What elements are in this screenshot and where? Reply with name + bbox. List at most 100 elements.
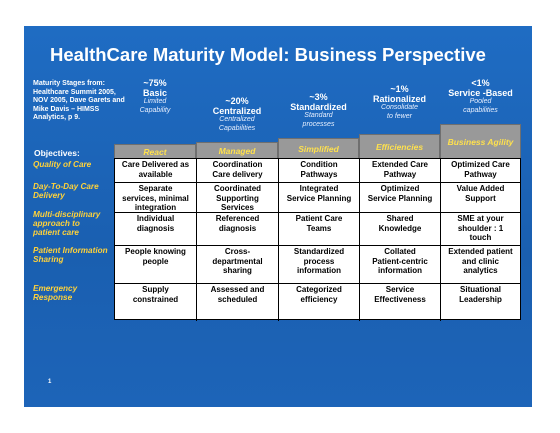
grid-cell-line: Referenced: [215, 214, 260, 223]
grid-cell-line: Individual: [136, 214, 175, 223]
grid-cell-line: Separate: [138, 184, 173, 193]
grid-cell-line: Optimized Care: [451, 160, 510, 169]
grid-cell-line: available: [138, 169, 173, 179]
grid-cell: Optimized Care Pathway: [441, 159, 520, 183]
grid-cell: Integrated Service Planning: [279, 183, 360, 213]
row-label-line: Day-To-Day Care: [33, 182, 99, 191]
grid-cell-line: Care Delivered as: [121, 160, 190, 169]
grid-cell: Condition Pathways: [279, 159, 360, 183]
stage-header: ~75% Basic Limited Capability: [114, 78, 196, 115]
grid-cell-line: Extended patient: [448, 247, 513, 256]
source-line: Maturity Stages from:: [33, 80, 105, 87]
row-label-line: Multi-disciplinary: [33, 210, 101, 219]
row-label: Emergency Response: [33, 284, 117, 302]
stage-step: Simplified: [278, 138, 359, 159]
stage-name: Centralized: [212, 106, 262, 116]
stage-percent: ~3%: [309, 92, 328, 102]
grid-cell-line: Optimized: [380, 184, 420, 193]
grid-cell-line: Knowledge: [378, 223, 422, 233]
grid-cell-line: constrained: [132, 294, 179, 304]
grid-cell-line: Condition: [300, 160, 338, 169]
row-label: Day-To-Day Care Delivery: [33, 182, 117, 200]
grid-cell-line: people: [142, 256, 169, 266]
grid-cell: Value Added Support: [441, 183, 520, 213]
row-label-line: Emergency: [33, 284, 78, 293]
row-label-line: Delivery: [33, 191, 65, 201]
grid-cell-line: People knowing: [125, 247, 186, 256]
grid-cell-line: Collated: [384, 247, 416, 256]
grid-cell-line: Service: [385, 285, 415, 294]
objectives-label: Objectives:: [34, 148, 80, 158]
grid-cell: Standardized process information: [279, 246, 360, 284]
grid-cell-line: scheduled: [217, 294, 258, 304]
stage-step-label: Efficiencies: [375, 142, 424, 152]
grid-cell-line: Patient-centric: [372, 256, 428, 266]
grid-cell: People knowing people: [115, 246, 197, 284]
grid-cell-line: Standardized: [293, 247, 345, 256]
page-number: 1: [48, 379, 52, 385]
grid-cell-line: Support: [465, 193, 496, 203]
grid-cell: Referenced diagnosis: [197, 213, 279, 246]
grid-cell-line: diagnosis: [218, 223, 257, 233]
source-line: Mike Davis – HIMSS: [33, 105, 100, 113]
grid-cell: Extended Care Pathway: [360, 159, 441, 183]
grid-cell-line: Assessed and: [210, 285, 265, 294]
stage-step-label: Business Agility: [447, 137, 514, 147]
stage-step-label: Managed: [218, 146, 256, 156]
grid-cell-line: Extended Care: [371, 160, 429, 169]
grid-cell: Extended patient and clinic analytics: [441, 246, 520, 284]
grid-cell-line: Cross-: [224, 247, 251, 256]
grid-cell-line: Pathway: [464, 169, 497, 179]
grid-cell: SME at your shoulder : 1 touch: [441, 213, 520, 246]
grid-cell-line: Categorized: [296, 285, 342, 294]
grid-cell-line: Coordinated: [213, 184, 262, 193]
grid-cell-line: SME at your: [457, 214, 504, 223]
grid-cell: Categorized efficiency: [279, 284, 360, 321]
grid-cell: Care Delivered as available: [115, 159, 197, 183]
row-label-line: patient care: [33, 228, 79, 238]
row-label: Multi-disciplinary approach to patient car…: [33, 210, 117, 238]
grid-cell: Supply constrained: [115, 284, 197, 321]
stage-header: ~1% Rationalized Consolidate to fewer: [359, 84, 440, 121]
stage-name: Rationalized: [372, 94, 426, 104]
row-label-line: Response: [33, 293, 73, 303]
stage-name: Service -Based: [448, 88, 513, 98]
grid-cell: Cross-departmental sharing: [197, 246, 279, 284]
stage-step-label: Simplified: [298, 144, 339, 154]
stage-description: Pooled: [469, 98, 492, 105]
grid-cell: Individual diagnosis: [115, 213, 197, 246]
grid-cell-line: Leadership: [459, 294, 502, 304]
stage-percent: ~20%: [225, 96, 249, 106]
source-line: Analytics, p 9.: [33, 114, 81, 122]
grid-cell-line: information: [378, 266, 422, 276]
grid-cell-line: Teams: [306, 223, 332, 233]
grid-cell-line: Service Planning: [367, 193, 433, 203]
stage-percent: <1%: [471, 78, 490, 88]
stage-header: ~20% Centralized Centralized Capabilities: [196, 96, 278, 133]
row-label-line: Quality of Care: [33, 160, 92, 169]
stage-description: Centralized: [219, 116, 255, 123]
grid-cell-line: Pathway: [383, 169, 417, 179]
stage-header: ~3% Standardized Standard processes: [278, 92, 359, 129]
grid-cell-line: information: [297, 266, 341, 276]
stage-description: Capabilities: [218, 124, 256, 132]
row-label: Quality of Care: [33, 160, 117, 169]
grid-cell-line: departmental: [212, 256, 263, 266]
grid-cell: Situational Leadership: [441, 284, 520, 321]
source-note: Maturity Stages from: Healthcare Summit 2…: [33, 80, 137, 123]
grid-cell-line: shoulder : 1: [457, 223, 504, 233]
grid-cell: Optimized Service Planning: [360, 183, 441, 213]
grid-cell-line: Effectiveness: [374, 294, 426, 304]
stage-step: React: [114, 144, 196, 159]
stage-percent: ~75%: [143, 78, 167, 88]
slide: HealthCare Maturity Model: Business Pers…: [24, 26, 532, 407]
grid-cell-line: diagnosis: [136, 223, 175, 233]
grid-cell-line: Services: [221, 203, 254, 213]
grid-cell-line: efficiency: [300, 294, 338, 304]
row-label-line: approach to: [33, 219, 80, 229]
stage-name: Standardized: [290, 102, 347, 112]
grid-cell-line: Supply: [142, 285, 169, 294]
grid-cell: Coordinated Supporting Services: [197, 183, 279, 213]
grid-cell-line: Supporting: [216, 193, 259, 203]
grid-cell-line: Value Added: [456, 184, 505, 193]
